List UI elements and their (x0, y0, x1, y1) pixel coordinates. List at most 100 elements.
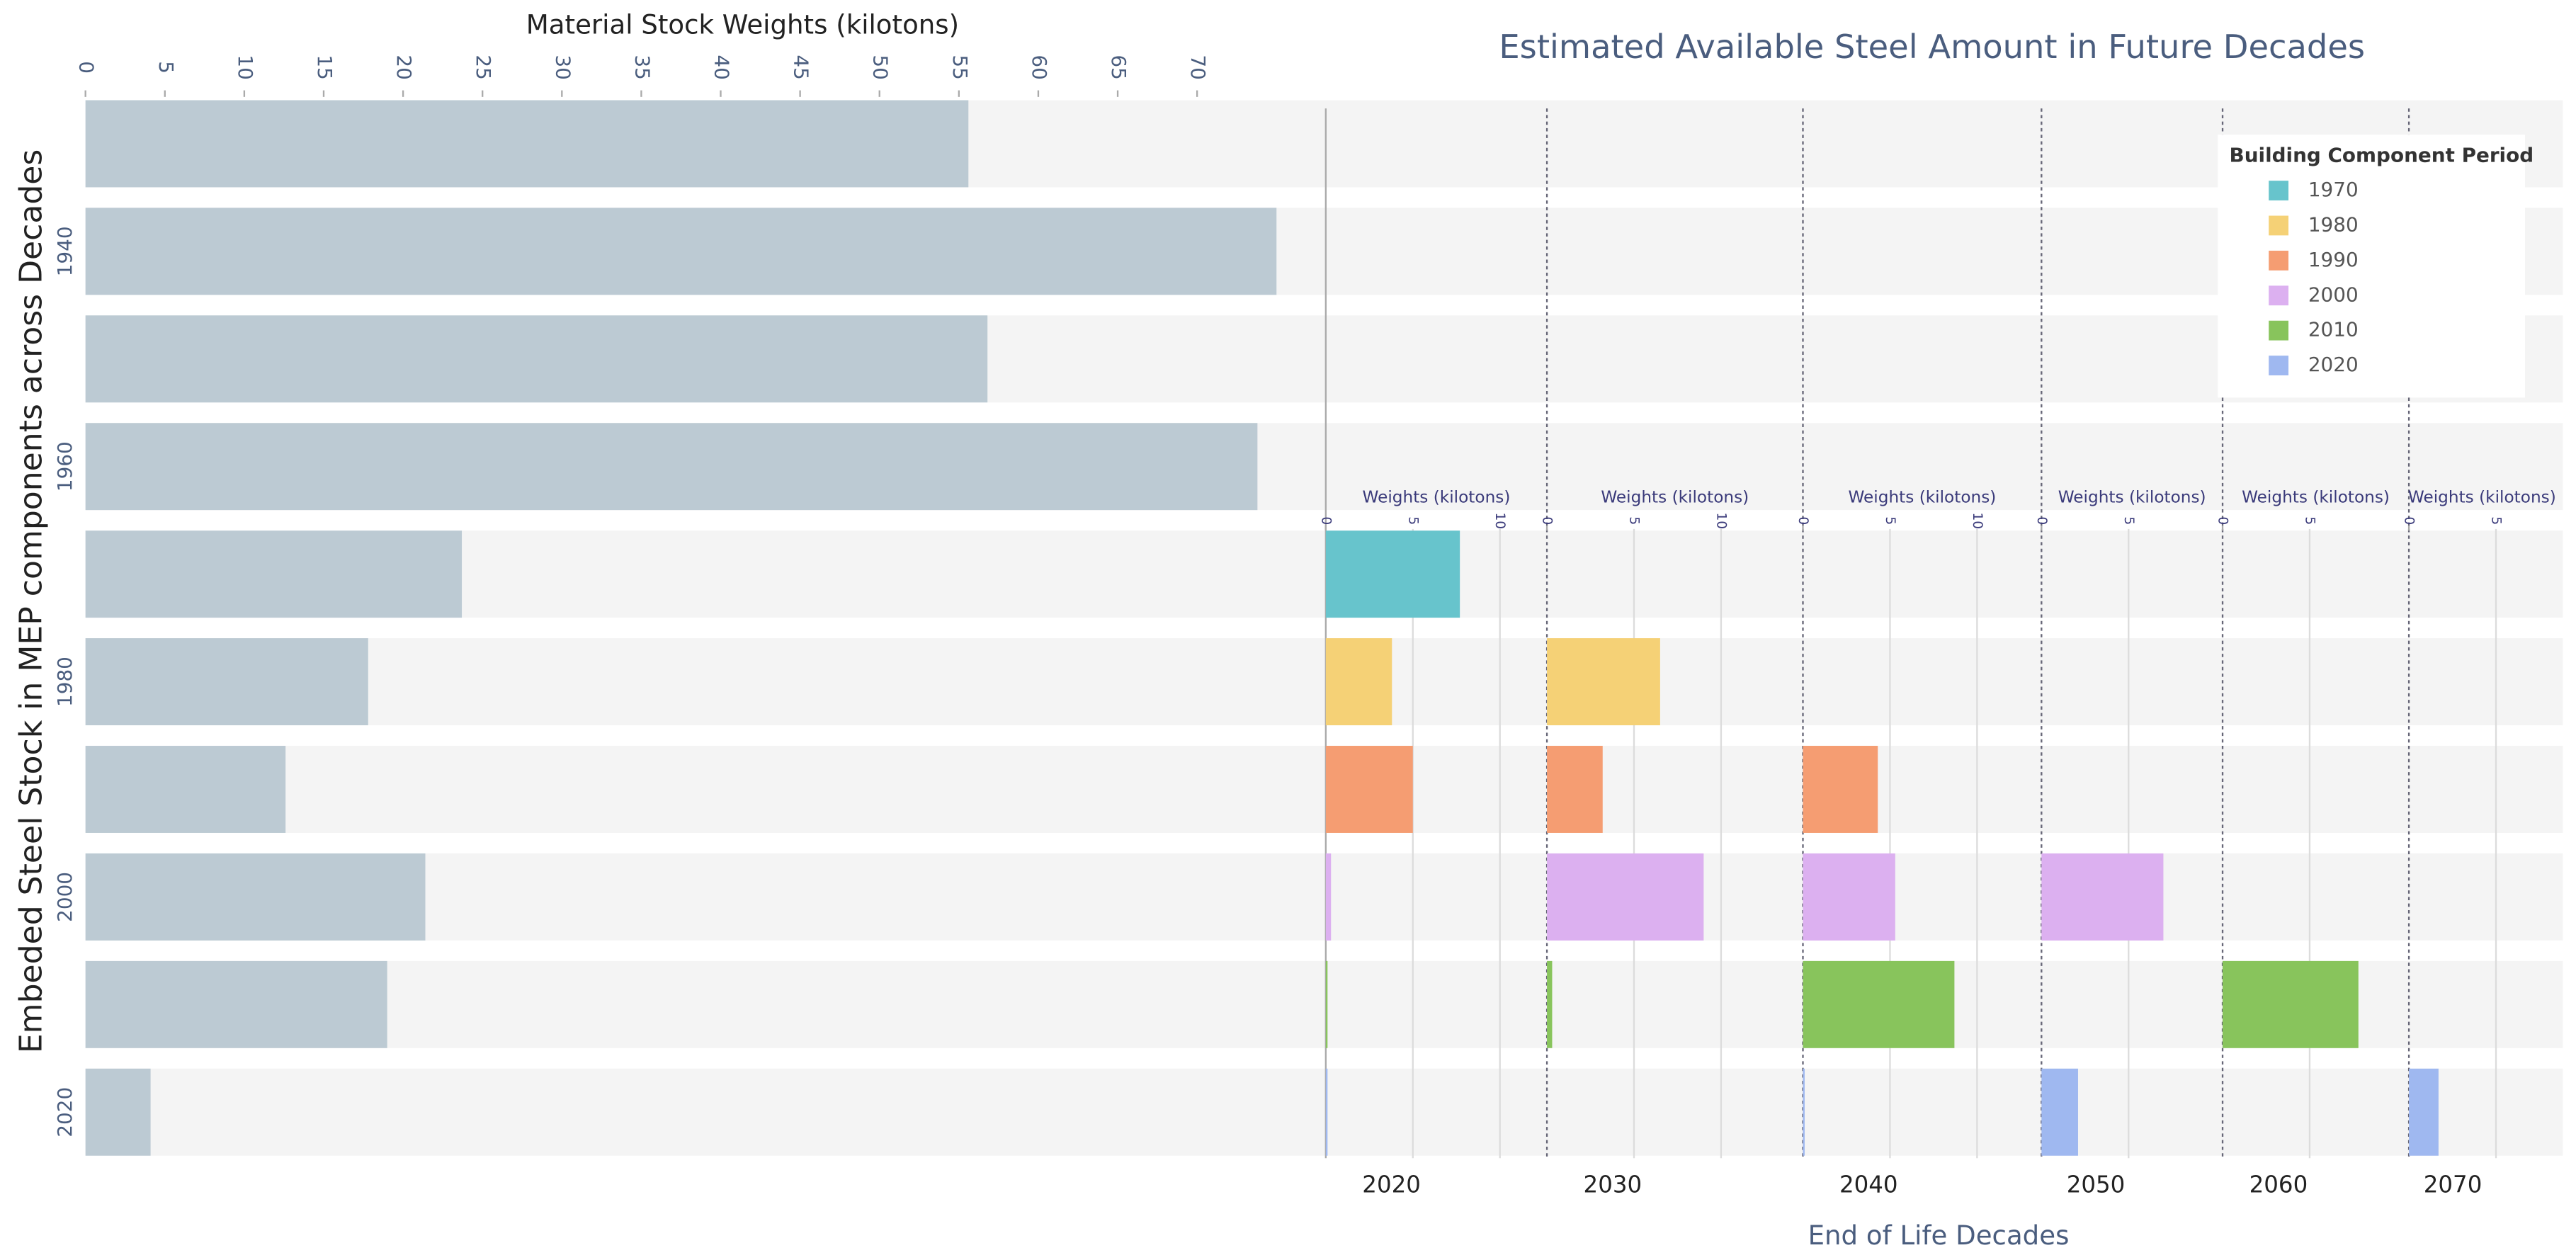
row-band (85, 853, 2563, 941)
facet-tick-label: 0 (2034, 516, 2049, 525)
facet-label: 2020 (1362, 1171, 1421, 1198)
x-tick-label: 35 (630, 55, 654, 79)
x-tick-label: 50 (869, 55, 892, 79)
y-tick-label: 1940 (53, 226, 76, 276)
x-tick-label: 65 (1107, 55, 1130, 79)
bar (1803, 746, 1878, 833)
y-tick-label: 2000 (53, 872, 76, 922)
facet-tick-label: 5 (1627, 516, 1642, 525)
row-band (85, 1068, 2563, 1156)
bar (1547, 960, 1553, 1048)
bar (1803, 960, 1955, 1048)
x-tick-label: 70 (1186, 55, 1210, 79)
facet-tick-label: 10 (1492, 512, 1507, 529)
right-title: Estimated Available Steel Amount in Futu… (1499, 28, 2365, 66)
facet-tick-label: 5 (1883, 516, 1897, 525)
facet-label: 2040 (1839, 1171, 1898, 1198)
bar (85, 853, 426, 941)
facet-tick-label: 5 (2121, 516, 2136, 525)
legend-label: 1980 (2308, 212, 2359, 236)
bar (1547, 638, 1660, 726)
facet-axis-label: Weights (kilotons) (2058, 487, 2206, 506)
bar (85, 208, 1277, 295)
x-tick-label: 15 (313, 55, 336, 79)
left-y-label: Embeded Steel Stock in MEP components ac… (13, 149, 49, 1054)
x-tick-label: 55 (948, 55, 972, 79)
row-band (85, 960, 2563, 1048)
bar (85, 960, 387, 1048)
left-title: Material Stock Weights (kilotons) (526, 10, 959, 40)
facet-label: 2060 (2249, 1171, 2308, 1198)
legend-label: 1990 (2308, 248, 2359, 271)
bar (1803, 853, 1895, 941)
x-tick-label: 60 (1028, 55, 1051, 79)
bar (1325, 638, 1392, 726)
legend-swatch (2269, 320, 2289, 341)
x-tick-label: 30 (551, 55, 574, 79)
x-tick-label: 20 (392, 55, 416, 79)
y-tick-label: 1980 (53, 657, 76, 707)
facet-label: 2050 (2067, 1171, 2126, 1198)
facet-tick-label: 0 (2402, 516, 2417, 525)
legend-box (2218, 135, 2526, 398)
row-band (85, 638, 2563, 726)
facet-axis-label: Weights (kilotons) (1601, 487, 1749, 506)
legend-label: 2010 (2308, 318, 2359, 341)
legend-label: 2020 (2308, 353, 2359, 376)
x-tick-label: 40 (710, 55, 734, 79)
legend-swatch (2269, 250, 2289, 271)
bar (85, 423, 1258, 511)
facet-label: 2070 (2424, 1171, 2483, 1198)
row-band (85, 530, 2563, 618)
facet-tick-label: 5 (1405, 516, 1420, 525)
row-band (85, 746, 2563, 833)
facet-axis-label: Weights (kilotons) (1848, 487, 1996, 506)
y-tick-label: 1960 (53, 441, 76, 492)
facet-label: 2030 (1584, 1171, 1642, 1198)
facet-tick-label: 10 (1713, 512, 1728, 529)
bar (85, 530, 463, 618)
facet-tick-label: 0 (1540, 516, 1555, 525)
bar (1325, 746, 1413, 833)
facet-tick-label: 0 (2215, 516, 2230, 525)
legend-swatch (2269, 181, 2289, 200)
legend-title: Building Component Period (2230, 143, 2534, 166)
right-x-label: End of Life Decades (1808, 1220, 2070, 1251)
facet-axis-label: Weights (kilotons) (1363, 487, 1511, 506)
bar (2409, 1068, 2439, 1156)
facet-tick-label: 0 (1795, 516, 1810, 525)
x-tick-label: 10 (234, 55, 257, 79)
facet-axis-label: Weights (kilotons) (2408, 487, 2556, 506)
legend-swatch (2269, 285, 2289, 306)
bar (1803, 1068, 1805, 1156)
x-tick-label: 0 (75, 61, 98, 74)
facet-axis-label: Weights (kilotons) (2242, 487, 2390, 506)
bar (2041, 853, 2164, 941)
bar (1325, 853, 1332, 941)
bar (85, 1068, 151, 1156)
legend-label: 2000 (2308, 283, 2359, 306)
bar (1325, 530, 1460, 618)
facet-tick-label: 0 (1318, 516, 1333, 525)
y-tick-label: 2020 (53, 1087, 76, 1137)
bar (85, 746, 286, 833)
legend-swatch (2269, 356, 2289, 375)
x-tick-label: 45 (790, 55, 813, 79)
legend-label: 1970 (2308, 178, 2359, 201)
bar (85, 100, 969, 188)
facet-tick-label: 5 (2489, 516, 2504, 525)
facet-tick-label: 10 (1970, 512, 1985, 529)
bar (1325, 1068, 1328, 1156)
bar (2041, 1068, 2078, 1156)
facet-tick-label: 5 (2302, 516, 2317, 525)
bar (1547, 746, 1603, 833)
legend-swatch (2269, 215, 2289, 236)
bar (85, 315, 988, 403)
bar (2223, 960, 2359, 1048)
x-tick-label: 5 (154, 61, 178, 74)
bar (85, 638, 368, 726)
x-tick-label: 25 (472, 55, 495, 79)
bar (1325, 960, 1328, 1048)
